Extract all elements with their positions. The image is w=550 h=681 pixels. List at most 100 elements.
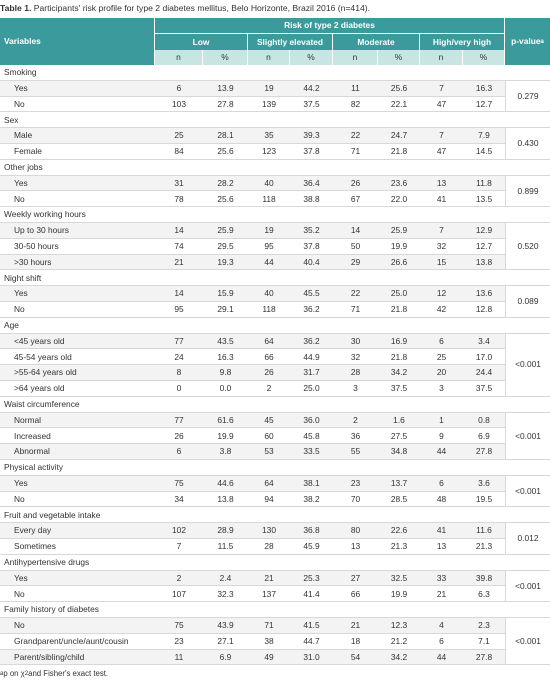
data-cell: 7.1 bbox=[463, 634, 505, 650]
row-label: Yes bbox=[0, 175, 155, 192]
data-cell: 32 bbox=[333, 349, 378, 366]
data-cell: 123 bbox=[248, 144, 290, 160]
row-label: Yes bbox=[0, 80, 155, 97]
data-cell: 6 bbox=[155, 80, 203, 97]
data-cell: 4 bbox=[420, 618, 463, 634]
data-cell: 14.5 bbox=[463, 144, 505, 160]
footnote-text: p on χ bbox=[3, 669, 25, 679]
data-cell: 0.8 bbox=[463, 412, 505, 429]
row-label: <45 years old bbox=[0, 333, 155, 350]
data-cell: 2 bbox=[248, 381, 290, 397]
data-cell: 11 bbox=[333, 80, 378, 97]
data-cell: 11.6 bbox=[463, 523, 505, 539]
data-cell: 28 bbox=[248, 539, 290, 555]
row-label: Increased bbox=[0, 428, 155, 445]
data-cell: 38 bbox=[248, 634, 290, 650]
data-cell: 38.8 bbox=[290, 191, 333, 208]
data-cell: 31.0 bbox=[290, 649, 333, 666]
data-cell: 21 bbox=[155, 254, 203, 271]
data-cell: 26 bbox=[333, 175, 378, 192]
data-cell: 29.1 bbox=[203, 302, 248, 318]
data-cell: 13 bbox=[420, 175, 463, 192]
group-p-value-space bbox=[505, 397, 550, 413]
footnote-text: and Fisher's exact test. bbox=[28, 669, 109, 679]
data-cell: 22 bbox=[333, 286, 378, 302]
group-label: Age bbox=[0, 318, 505, 334]
data-cell: 27.8 bbox=[203, 97, 248, 113]
data-cell: 19.5 bbox=[463, 492, 505, 508]
data-cell: 28.9 bbox=[203, 523, 248, 539]
p-value: <0.001 bbox=[505, 475, 550, 508]
header-stat: n bbox=[333, 50, 378, 65]
header-variables: Variables bbox=[0, 18, 155, 65]
data-cell: 1.6 bbox=[378, 412, 420, 429]
data-cell: 80 bbox=[333, 523, 378, 539]
data-cell: 17.0 bbox=[463, 349, 505, 366]
group-label: Other jobs bbox=[0, 160, 505, 176]
data-cell: 22 bbox=[333, 128, 378, 144]
data-cell: 22.0 bbox=[378, 191, 420, 208]
data-cell: 26.6 bbox=[378, 254, 420, 271]
data-cell: 21.8 bbox=[378, 144, 420, 160]
group-label: Family history of diabetes bbox=[0, 602, 505, 618]
data-cell: 47 bbox=[420, 97, 463, 113]
data-cell: 45.9 bbox=[290, 539, 333, 555]
group-label: Fruit and vegetable intake bbox=[0, 507, 505, 524]
data-cell: 14 bbox=[155, 286, 203, 302]
data-cell: 21.8 bbox=[378, 349, 420, 366]
p-value: 0.899 bbox=[505, 175, 550, 208]
header-risk: Risk of type 2 diabetes bbox=[155, 18, 505, 34]
data-cell: 50 bbox=[333, 239, 378, 255]
row-label: No bbox=[0, 586, 155, 603]
header-stat: % bbox=[290, 50, 333, 65]
data-cell: 40 bbox=[248, 175, 290, 192]
data-cell: 37.8 bbox=[290, 144, 333, 160]
data-cell: 37.5 bbox=[463, 381, 505, 397]
row-label: Grandparent/uncle/aunt/cousin bbox=[0, 634, 155, 650]
data-cell: 21.2 bbox=[378, 634, 420, 650]
data-cell: 9 bbox=[420, 428, 463, 445]
data-cell: 12.7 bbox=[463, 239, 505, 255]
row-label: Every day bbox=[0, 523, 155, 539]
data-cell: 22.1 bbox=[378, 97, 420, 113]
data-cell: 12 bbox=[420, 286, 463, 302]
data-cell: 34.8 bbox=[378, 444, 420, 460]
row-label: Female bbox=[0, 144, 155, 160]
data-cell: 45.8 bbox=[290, 428, 333, 445]
header-stat: n bbox=[155, 50, 203, 65]
data-cell: 24 bbox=[155, 349, 203, 366]
data-cell: 137 bbox=[248, 586, 290, 603]
data-cell: 118 bbox=[248, 302, 290, 318]
data-cell: 25 bbox=[155, 128, 203, 144]
header-p-value: p-value a bbox=[505, 18, 550, 65]
data-cell: 36 bbox=[333, 428, 378, 445]
data-cell: 7 bbox=[155, 539, 203, 555]
header-stat: % bbox=[463, 50, 505, 65]
data-cell: 6.3 bbox=[463, 586, 505, 603]
data-cell: 1 bbox=[420, 412, 463, 429]
header-stat: n bbox=[248, 50, 290, 65]
data-cell: 77 bbox=[155, 333, 203, 350]
data-cell: 53 bbox=[248, 444, 290, 460]
data-cell: 8 bbox=[155, 365, 203, 381]
data-cell: 75 bbox=[155, 618, 203, 634]
p-value: 0.430 bbox=[505, 128, 550, 160]
data-cell: 29.5 bbox=[203, 239, 248, 255]
data-cell: 11 bbox=[155, 649, 203, 666]
data-cell: 21 bbox=[333, 618, 378, 634]
data-cell: 36.0 bbox=[290, 412, 333, 429]
data-cell: 2 bbox=[155, 570, 203, 587]
data-cell: 32.3 bbox=[203, 586, 248, 603]
data-cell: 12.8 bbox=[463, 302, 505, 318]
data-cell: 13 bbox=[420, 539, 463, 555]
row-label: >55-64 years old bbox=[0, 365, 155, 381]
header-level: Slightly elevated bbox=[248, 34, 333, 50]
data-cell: 25.9 bbox=[378, 223, 420, 239]
data-cell: 33.5 bbox=[290, 444, 333, 460]
group-label: Physical activity bbox=[0, 460, 505, 476]
header-stat: n bbox=[420, 50, 463, 65]
data-cell: 9.8 bbox=[203, 365, 248, 381]
data-cell: 24.7 bbox=[378, 128, 420, 144]
data-cell: 71 bbox=[333, 302, 378, 318]
